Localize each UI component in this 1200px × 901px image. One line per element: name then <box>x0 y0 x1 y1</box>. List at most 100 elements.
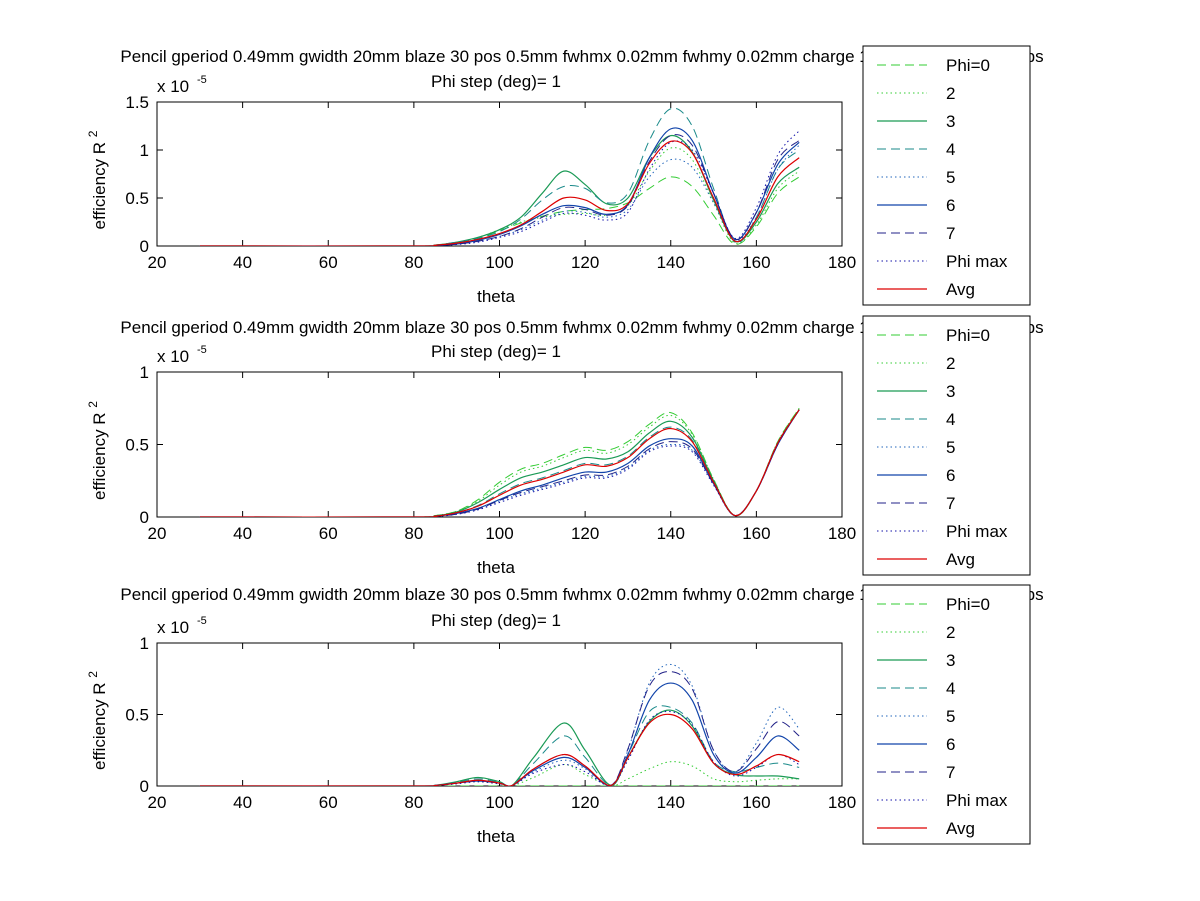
x-tick-label: 20 <box>148 793 167 812</box>
legend-box <box>862 315 1031 576</box>
x-tick-label: 120 <box>571 524 599 543</box>
x-tick-label: 60 <box>319 524 338 543</box>
chart-subtitle: Phi step (deg)= 1 <box>431 72 561 91</box>
y-tick-label: 1 <box>140 363 149 382</box>
y-axis-label: efficiency R 2 <box>86 130 109 229</box>
legend-label-phi7: 7 <box>946 494 955 513</box>
y-axis-label-superscript: 2 <box>86 130 100 137</box>
axis-exponent-power: -5 <box>197 615 207 627</box>
legend-label-phi2: 2 <box>946 623 955 642</box>
legend-label-avg: Avg <box>946 819 975 838</box>
x-tick-label: 180 <box>828 253 856 272</box>
subplot-3: Pencil gperiod 0.49mm gwidth 20mm blaze … <box>86 584 1044 846</box>
legend-label-phi3: 3 <box>946 651 955 670</box>
legend-label-phimax: Phi max <box>946 791 1008 810</box>
x-tick-label: 180 <box>828 524 856 543</box>
x-axis-label: theta <box>477 827 515 846</box>
legend-label-phi4: 4 <box>946 140 955 159</box>
legend-box <box>862 45 1031 306</box>
legend-label-phi2: 2 <box>946 354 955 373</box>
x-tick-label: 60 <box>319 253 338 272</box>
legend: Phi=0 2 3 4 5 6 7 Phi max Avg <box>862 315 1031 576</box>
legend-label-phi0: Phi=0 <box>946 595 990 614</box>
legend-label-phi0: Phi=0 <box>946 326 990 345</box>
axis-exponent-power: -5 <box>197 344 207 356</box>
x-tick-label: 40 <box>233 793 252 812</box>
legend-label-phi5: 5 <box>946 168 955 187</box>
y-tick-label: 1.5 <box>125 93 149 112</box>
legend-label-phi5: 5 <box>946 438 955 457</box>
legend-label-phimax: Phi max <box>946 252 1008 271</box>
chart-title: Pencil gperiod 0.49mm gwidth 20mm blaze … <box>120 318 1043 337</box>
chart-subtitle: Phi step (deg)= 1 <box>431 611 561 630</box>
y-tick-label: 0.5 <box>125 436 149 455</box>
x-tick-label: 20 <box>148 253 167 272</box>
x-tick-label: 100 <box>485 253 513 272</box>
legend: Phi=0 2 3 4 5 6 7 Phi max Avg <box>862 584 1031 845</box>
legend-label-phi0: Phi=0 <box>946 56 990 75</box>
y-tick-label: 0.5 <box>125 706 149 725</box>
legend-label-phi7: 7 <box>946 763 955 782</box>
x-tick-label: 120 <box>571 253 599 272</box>
x-tick-label: 160 <box>742 253 770 272</box>
axis-exponent: x 10 <box>157 618 189 637</box>
axis-exponent-power: -5 <box>197 74 207 86</box>
y-tick-label: 1 <box>140 141 149 160</box>
x-tick-label: 120 <box>571 793 599 812</box>
axes-box <box>156 101 843 247</box>
x-tick-label: 160 <box>742 793 770 812</box>
series-lines <box>199 107 800 246</box>
y-axis-label: efficiency R 2 <box>86 401 109 500</box>
series-line-avg <box>199 140 800 246</box>
chart-title: Pencil gperiod 0.49mm gwidth 20mm blaze … <box>120 585 1043 604</box>
series-line-phimax <box>199 710 800 786</box>
x-tick-label: 60 <box>319 793 338 812</box>
x-tick-label: 100 <box>485 793 513 812</box>
legend-label-phi7: 7 <box>946 224 955 243</box>
legend-label-phi6: 6 <box>946 466 955 485</box>
x-axis-label: theta <box>477 287 515 306</box>
y-tick-label: 0.5 <box>125 189 149 208</box>
y-tick-label: 1 <box>140 634 149 653</box>
axis-exponent: x 10 <box>157 347 189 366</box>
x-tick-label: 80 <box>404 793 423 812</box>
x-tick-label: 80 <box>404 524 423 543</box>
x-tick-label: 140 <box>657 524 685 543</box>
legend-label-phi5: 5 <box>946 707 955 726</box>
series-line-phi2 <box>199 407 800 517</box>
x-tick-label: 80 <box>404 253 423 272</box>
y-axis-label: efficiency R 2 <box>86 671 109 770</box>
axes-box <box>156 371 843 518</box>
series-line-phimax <box>199 130 800 246</box>
axes-box <box>156 642 843 787</box>
x-tick-label: 40 <box>233 524 252 543</box>
plots: Pencil gperiod 0.49mm gwidth 20mm blaze … <box>86 45 1044 846</box>
series-line-avg <box>199 713 800 786</box>
legend-label-phi3: 3 <box>946 382 955 401</box>
y-tick-label: 0 <box>140 508 149 527</box>
x-tick-label: 140 <box>657 793 685 812</box>
chart-title: Pencil gperiod 0.49mm gwidth 20mm blaze … <box>120 47 1043 66</box>
series-line-phi5 <box>199 144 800 246</box>
legend-label-phi3: 3 <box>946 112 955 131</box>
series-line-phimax <box>199 409 800 517</box>
y-tick-label: 0 <box>140 237 149 256</box>
legend-box <box>862 584 1031 845</box>
legend-label-phi4: 4 <box>946 410 955 429</box>
legend: Phi=0 2 3 4 5 6 7 Phi max Avg <box>862 45 1031 306</box>
series-line-phi4 <box>199 107 800 246</box>
legend-label-phi2: 2 <box>946 84 955 103</box>
y-axis-label-superscript: 2 <box>86 401 100 408</box>
series-line-phi3 <box>199 709 800 786</box>
x-tick-label: 180 <box>828 793 856 812</box>
y-axis-label-superscript: 2 <box>86 671 100 678</box>
legend-label-phimax: Phi max <box>946 522 1008 541</box>
x-tick-label: 100 <box>485 524 513 543</box>
series-line-avg <box>199 409 800 517</box>
axis-exponent: x 10 <box>157 77 189 96</box>
x-tick-label: 40 <box>233 253 252 272</box>
legend-label-avg: Avg <box>946 550 975 569</box>
chart-subtitle: Phi step (deg)= 1 <box>431 342 561 361</box>
y-tick-label: 0 <box>140 777 149 796</box>
